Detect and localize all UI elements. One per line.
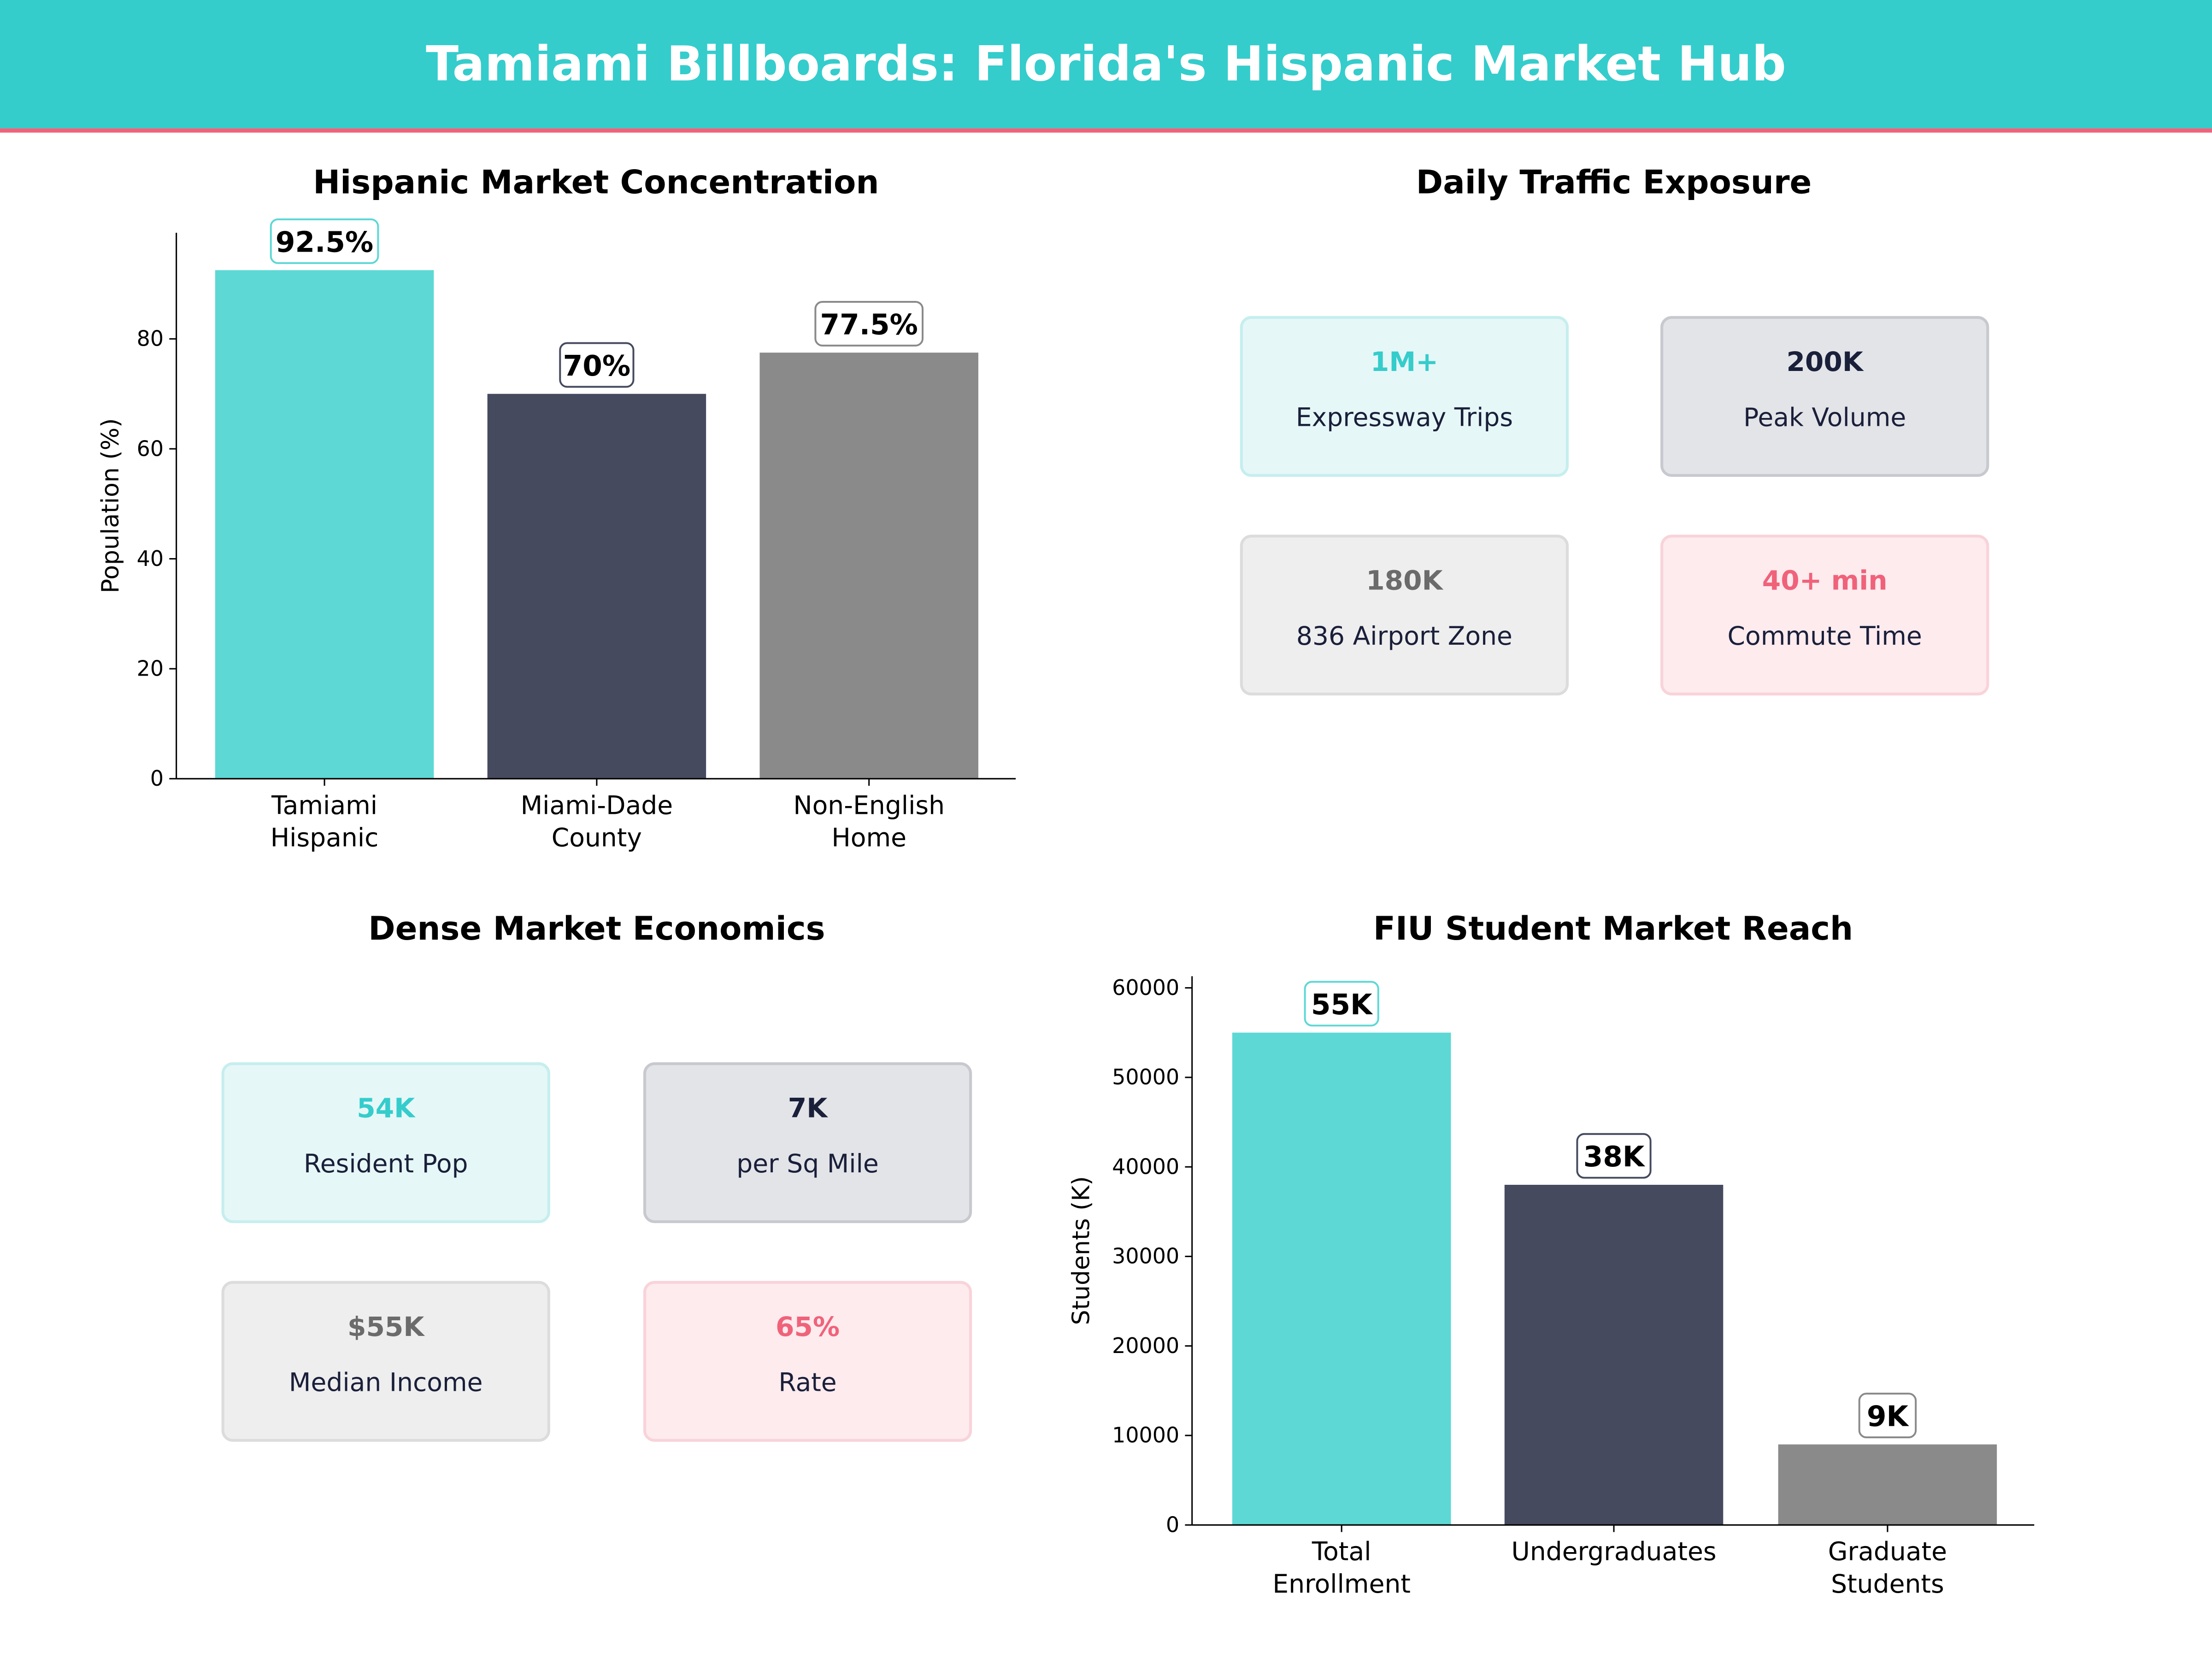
data-label: 38K: [1583, 1141, 1646, 1173]
chart-title: FIU Student Market Reach: [1373, 910, 1853, 947]
y-tick-label: 40: [137, 546, 164, 571]
bar: [1778, 1444, 1997, 1525]
y-tick-label: 60: [137, 436, 164, 461]
stat-card: 54K Resident Pop: [221, 1062, 550, 1224]
stat-card: 40+ min Commute Time: [1660, 535, 1989, 696]
stat-card-bg: [643, 1062, 972, 1224]
stat-value: $55K: [347, 1311, 425, 1342]
traffic-cards: 1M+ Expressway Trips 200K Peak Volume 180K 83…: [1240, 316, 1989, 696]
bar: [759, 353, 978, 779]
data-label-box: [1576, 1133, 1652, 1179]
y-tick-label: 20000: [1112, 1333, 1179, 1358]
data-label-box: [559, 342, 635, 388]
stat-value: 1M+: [1371, 346, 1438, 377]
stat-label: Resident Pop: [304, 1149, 468, 1178]
stat-label: per Sq Mile: [736, 1149, 879, 1178]
y-tick-label: 30000: [1112, 1244, 1179, 1269]
stat-card-bg: [1660, 535, 1989, 696]
y-axis-label: Population (%): [97, 418, 124, 593]
y-tick-label: 0: [150, 766, 164, 791]
stat-card: 1M+ Expressway Trips: [1240, 316, 1569, 477]
header-accent-line: [0, 128, 2212, 133]
x-tick-label: Non-English Home: [793, 790, 945, 852]
stat-value: 54K: [357, 1092, 416, 1124]
data-label-box: [814, 300, 924, 347]
stat-label: Commute Time: [1728, 621, 1922, 651]
data-label: 55K: [1311, 988, 1373, 1021]
bar: [215, 270, 434, 779]
data-label: 92.5%: [276, 226, 373, 259]
x-tick-label: Miami-Dade County: [521, 790, 673, 852]
bar: [487, 394, 706, 779]
stat-value: 65%: [776, 1311, 840, 1342]
stat-value: 200K: [1786, 346, 1864, 377]
stat-card-bg: [221, 1281, 550, 1442]
y-tick-label: 50000: [1112, 1065, 1179, 1089]
y-tick-label: 20: [137, 656, 164, 681]
stat-value: 7K: [788, 1092, 828, 1124]
stat-label: Expressway Trips: [1296, 402, 1513, 432]
stat-card: $55K Median Income: [221, 1281, 550, 1442]
traffic-panel-title: Daily Traffic Exposure: [1416, 163, 1812, 201]
y-tick-label: 40000: [1112, 1154, 1179, 1179]
fiu-student-chart: FIU Student Market Reach Students (K) 55K T…: [1067, 910, 2035, 1599]
stat-label: Peak Volume: [1743, 402, 1906, 432]
stat-card-bg: [221, 1062, 550, 1224]
stat-card: 200K Peak Volume: [1660, 316, 1989, 477]
bar: [1504, 1184, 1724, 1525]
stat-label: Rate: [778, 1367, 836, 1397]
data-label: 9K: [1867, 1400, 1910, 1433]
data-label-box: [270, 218, 379, 264]
data-label: 70%: [563, 350, 631, 382]
economics-cards: 54K Resident Pop 7K per Sq Mile $55K Median I…: [221, 1062, 972, 1442]
stat-card-bg: [1240, 535, 1569, 696]
stat-value: 180K: [1366, 565, 1443, 596]
data-label-box: [1304, 981, 1379, 1027]
stat-card: 65% Rate: [643, 1281, 972, 1442]
page-title: Tamiami Billboards: Florida's Hispanic M…: [426, 35, 1786, 92]
stat-card: 180K 836 Airport Zone: [1240, 535, 1569, 696]
data-label: 77.5%: [820, 308, 918, 341]
hispanic-market-chart: Hispanic Market Concentration Population …: [97, 163, 1016, 853]
stat-label: 836 Airport Zone: [1296, 621, 1512, 651]
bar: [1232, 1032, 1451, 1525]
y-tick-label: 80: [137, 326, 164, 351]
stat-card-bg: [1660, 316, 1989, 477]
stat-value: 40+ min: [1762, 565, 1888, 596]
stat-label: Median Income: [289, 1367, 483, 1397]
economics-panel-title: Dense Market Economics: [368, 910, 825, 947]
x-tick-label: Graduate Students: [1828, 1537, 1947, 1599]
y-tick-label: 60000: [1112, 975, 1179, 1000]
y-axis-label: Students (K): [1067, 1176, 1095, 1325]
stat-card: 7K per Sq Mile: [643, 1062, 972, 1224]
chart-title: Hispanic Market Concentration: [313, 163, 879, 201]
x-tick-label: Undergraduates: [1512, 1537, 1717, 1566]
x-tick-label: Total Enrollment: [1272, 1537, 1411, 1599]
y-tick-label: 10000: [1112, 1423, 1179, 1447]
stat-card-bg: [643, 1281, 972, 1442]
stat-card-bg: [1240, 316, 1569, 477]
y-tick-label: 0: [1166, 1512, 1179, 1537]
x-tick-label: Tamiami Hispanic: [271, 790, 379, 852]
data-label-box: [1858, 1393, 1917, 1439]
header-bar: [0, 0, 2212, 129]
